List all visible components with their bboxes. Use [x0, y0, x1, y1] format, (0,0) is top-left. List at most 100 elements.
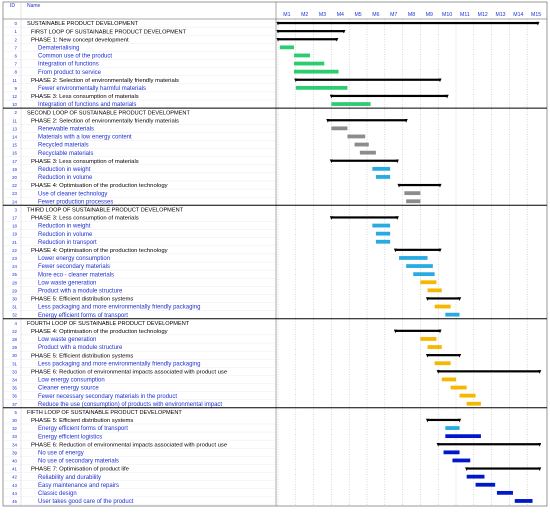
task-bar [359, 150, 376, 155]
task-bar [475, 482, 496, 487]
summary-bar-end-cap [438, 78, 442, 83]
row-id: 14 [12, 134, 17, 139]
month-tick-label: M12 [478, 12, 488, 18]
month-tick-label: M2 [301, 12, 308, 18]
row-id: 24 [12, 199, 17, 204]
row-id: 31 [12, 361, 17, 366]
row-id: 13 [12, 126, 17, 131]
row-id: 9 [15, 86, 18, 91]
row-id: 35 [12, 386, 17, 391]
row-label: No use of secondary materials [38, 459, 119, 465]
summary-bar-start-cap [393, 248, 398, 253]
row-label: More eco - cleaner materials [38, 272, 114, 278]
row-id: 29 [12, 345, 17, 350]
row-label: SECOND LOOP OF SUSTAINABLE PRODUCT DEVEL… [27, 110, 190, 116]
row-id: 22 [12, 248, 17, 253]
task-bar [427, 345, 442, 349]
summary-bar [427, 354, 460, 357]
row-label: SUSTAINABLE PRODUCT DEVELOPMENT [27, 21, 139, 27]
row-id: 40 [12, 458, 17, 463]
summary-bar-end-cap [438, 183, 442, 188]
row-id: 4 [15, 321, 18, 326]
summary-bar-end-cap [457, 418, 462, 423]
row-label: Low waste generation [38, 337, 96, 343]
row-id: 19 [12, 232, 17, 237]
row-label: Dematerialising [38, 45, 79, 51]
row-label: PHASE 5: Efficient distribution systems [31, 297, 133, 303]
row-id: 34 [12, 377, 17, 382]
row-id: 22 [12, 329, 17, 334]
row-id: 2 [15, 110, 18, 115]
row-label: Fewer necessary secondary materials in t… [38, 394, 177, 400]
task-bar [347, 134, 366, 139]
task-bar [375, 175, 391, 179]
month-tick-label: M6 [372, 12, 379, 18]
row-id: 43 [12, 483, 17, 488]
row-id: 2 [15, 37, 18, 42]
row-label: PHASE 2: Selection of environmentally fr… [31, 118, 179, 124]
summary-bar-end-cap [342, 29, 346, 34]
summary-bar-end-cap [404, 119, 408, 123]
row-label: Reduce the use (consumption) of products… [38, 402, 222, 408]
row-label: PHASE 5: Efficient distribution systems [31, 418, 133, 424]
row-label: Recyclable materials [38, 151, 93, 157]
summary-bar [395, 329, 440, 332]
row-label: THIRD LOOP OF SUSTAINABLE PRODUCT DEVELO… [27, 207, 184, 213]
row-label: Reduction in weight [38, 224, 91, 230]
task-bar [354, 142, 369, 147]
summary-bar [278, 30, 344, 33]
row-id: 33 [12, 369, 17, 374]
month-tick-label: M1 [283, 12, 290, 18]
summary-bar-start-cap [436, 443, 440, 447]
row-label: User takes good care of the product [38, 499, 134, 505]
summary-bar [295, 78, 440, 81]
summary-bar [427, 297, 460, 300]
row-id: 22 [12, 183, 17, 188]
row-id: 41 [12, 467, 17, 472]
task-bar [406, 199, 421, 204]
row-id: 19 [12, 167, 17, 172]
summary-bar [327, 119, 407, 122]
row-label: Easy maintenance and repairs [38, 483, 119, 489]
row-id: 42 [12, 475, 17, 480]
summary-bar-end-cap [538, 370, 542, 374]
row-id: 3 [15, 207, 18, 212]
task-bar [496, 490, 513, 495]
row-label: Product with a module structure [38, 288, 123, 294]
summary-bar [438, 443, 540, 446]
task-bar [420, 280, 437, 285]
task-bar [443, 450, 460, 455]
task-bar [459, 393, 476, 398]
month-tick-label: M8 [408, 12, 415, 18]
row-label: Low waste generation [38, 280, 96, 286]
row-id: 37 [12, 402, 17, 407]
row-label: Less packaging and more environmentally … [38, 361, 200, 367]
summary-bar-start-cap [465, 467, 469, 471]
row-id: 17 [12, 159, 17, 164]
row-id: 23 [12, 191, 17, 196]
task-bar [375, 231, 391, 236]
task-bar [406, 264, 433, 268]
month-tick-label: M9 [426, 12, 433, 18]
month-tick-label: M7 [390, 12, 397, 18]
id-column-header: ID [10, 3, 15, 9]
task-bar [466, 474, 485, 479]
name-column-header: Name [27, 3, 41, 9]
task-bar [294, 61, 325, 66]
row-id: 16 [12, 151, 17, 156]
task-bar [445, 312, 460, 317]
row-label: PHASE 3: Less consumption of materials [31, 159, 139, 165]
row-id: 33 [12, 434, 17, 439]
row-id: 24 [12, 264, 17, 269]
row-label: Fewer secondary materials [38, 264, 110, 270]
row-label: FIFTH LOOP OF SUSTAINABLE PRODUCT DEVELO… [27, 410, 182, 416]
task-bar [331, 102, 371, 106]
row-id: 45 [12, 499, 17, 504]
row-id: 17 [12, 215, 17, 220]
summary-bar [427, 418, 460, 422]
task-bar [514, 499, 533, 503]
month-tick-label: M5 [354, 12, 361, 18]
task-bar [331, 126, 348, 131]
task-bar [441, 377, 456, 382]
